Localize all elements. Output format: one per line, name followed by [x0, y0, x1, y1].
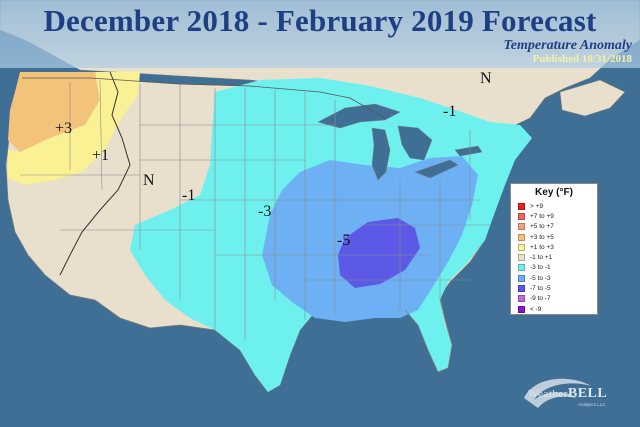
legend-item: +1 to +3 — [511, 242, 597, 252]
legend-swatch — [518, 223, 525, 231]
map-subtitle: Temperature Anomaly — [503, 38, 632, 53]
legend-swatch — [518, 295, 525, 303]
continental-divide — [59, 71, 131, 276]
legend-label: -9 to -7 — [530, 295, 551, 303]
legend-item: +3 to +5 — [511, 232, 597, 242]
legend-label: -3 to -1 — [530, 264, 551, 272]
legend-label: < -9 — [530, 305, 542, 313]
label-plains-minus1: -1 — [182, 187, 196, 204]
label-northeast-n: N — [480, 70, 492, 87]
title-banner — [0, 0, 640, 68]
legend-item: -5 to -3 — [511, 273, 597, 283]
canada-us-border — [22, 77, 386, 119]
logo-brand: WeatherBELL — [528, 386, 607, 402]
anomaly-cool-5-7 — [338, 218, 420, 288]
legend-label: +1 to +3 — [530, 243, 554, 251]
anomaly-warm-1-3 — [8, 72, 140, 185]
legend-item: +7 to +9 — [511, 211, 597, 221]
legend-swatch — [518, 212, 525, 220]
florida-outline — [404, 299, 453, 373]
logo-tagline: Analytics LLC — [578, 402, 606, 407]
published-date: Published 10/31/2018 — [532, 53, 632, 65]
lake-huron — [397, 125, 433, 161]
label-south-minus5: -5 — [337, 232, 351, 249]
lake-superior — [317, 103, 401, 129]
legend-item: -9 to -7 — [511, 294, 597, 304]
legend-item: -7 to -5 — [511, 283, 597, 293]
label-northeast-minus1: -1 — [443, 103, 457, 120]
legend-item: < -9 — [511, 304, 597, 314]
weatherbell-logo: WeatherBELL Analytics LLC — [516, 368, 634, 424]
legend-swatch — [518, 202, 525, 210]
legend-label: -1 to +1 — [530, 254, 553, 262]
legend-swatch — [518, 254, 525, 262]
label-west-plus3: +3 — [55, 120, 73, 137]
legend-swatch — [518, 274, 525, 282]
page-title: December 2018 - February 2019 Forecast — [43, 3, 597, 38]
label-central-minus3: -3 — [258, 203, 272, 220]
legend-label: -7 to -5 — [530, 285, 551, 293]
state-borders — [20, 79, 490, 340]
legend-swatch — [518, 285, 525, 293]
maritimes — [559, 79, 626, 117]
legend-item: -1 to +1 — [511, 252, 597, 262]
legend-label: +7 to +9 — [530, 212, 554, 220]
lake-ontario — [454, 145, 483, 157]
anomaly-warm-3-5 — [8, 72, 100, 152]
legend-rows: > +9 +7 to +9 +5 to +7 +3 to +5 +1 to +3 -1 t… — [511, 201, 597, 314]
legend: Key (°F) > +9 +7 to +9 +5 to +7 +3 to +5 +1 … — [510, 183, 598, 315]
label-west-n: N — [143, 172, 155, 189]
legend-swatch — [518, 233, 525, 241]
legend-swatch — [518, 243, 525, 251]
legend-label: +3 to +5 — [530, 233, 554, 241]
logo-brand-suffix: BELL — [567, 386, 608, 401]
legend-label: > +9 — [530, 202, 544, 210]
legend-title: Key (°F) — [535, 187, 573, 198]
legend-swatch — [518, 264, 525, 272]
legend-label: +5 to +7 — [530, 223, 554, 231]
legend-swatch — [518, 305, 525, 313]
lake-michigan — [371, 127, 391, 181]
legend-item: +5 to +7 — [511, 222, 597, 232]
legend-item: > +9 — [511, 201, 597, 211]
logo-brand-prefix: Weather — [528, 388, 568, 400]
label-west-plus1: +1 — [92, 147, 110, 164]
legend-label: -5 to -3 — [530, 274, 551, 282]
swirl-icon — [524, 378, 591, 408]
lake-erie — [414, 159, 459, 179]
legend-item: -3 to -1 — [511, 263, 597, 273]
